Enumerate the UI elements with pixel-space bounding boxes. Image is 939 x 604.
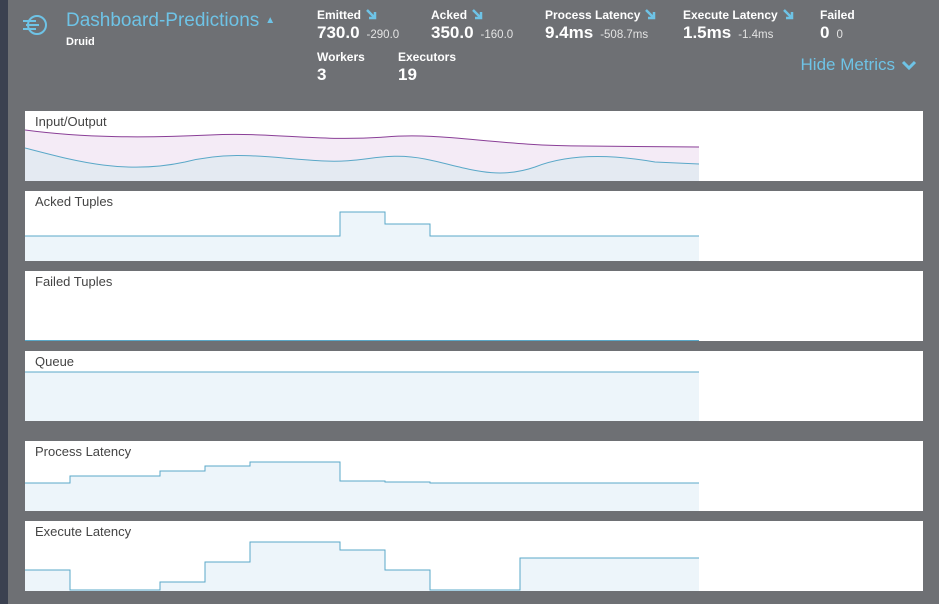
chart-acked-tuples: Acked Tuples [25, 191, 923, 261]
process-latency-line [25, 461, 699, 484]
metric-execute-latency: Execute Latency 1.5ms -1.4ms [683, 8, 795, 43]
chart-execute-latency: Execute Latency [25, 521, 923, 591]
hide-metrics-button[interactable]: Hide Metrics [801, 55, 917, 75]
topology-header: Dashboard-Predictions ▲ Druid Emitted 730… [8, 0, 939, 104]
process-latency-area [25, 462, 699, 511]
input-output-plot [25, 129, 700, 181]
metric-acked-label: Acked [431, 8, 468, 22]
metric-execute-latency-value: 1.5ms [683, 23, 732, 42]
metric-process-latency-delta: -508.7ms [600, 29, 649, 41]
chart-title: Process Latency [35, 444, 132, 459]
chart-title: Acked Tuples [35, 194, 114, 209]
arrow-down-right-icon [366, 9, 377, 20]
metric-execute-latency-label: Execute Latency [683, 8, 778, 22]
caret-up-icon: ▲ [265, 15, 276, 26]
input-area [25, 148, 699, 181]
output-line [25, 129, 700, 148]
chart-title: Queue [35, 354, 75, 369]
metric-executors: Executors 19 [398, 50, 456, 85]
metric-workers-label: Workers [317, 50, 365, 64]
metric-emitted: Emitted 730.0 -290.0 [317, 8, 399, 43]
acked-tuples-plot [25, 211, 699, 261]
metric-execute-latency-delta: -1.4ms [738, 29, 774, 41]
metric-executors-label: Executors [398, 50, 457, 64]
metric-process-latency-value: 9.4ms [545, 23, 594, 42]
metric-workers-value: 3 [317, 65, 327, 84]
execute-latency-line [25, 541, 699, 591]
failed-tuples-plot [25, 340, 699, 341]
execute-latency-area [25, 542, 699, 591]
topology-subtitle: Druid [66, 36, 95, 48]
storm-logo-icon [23, 15, 47, 35]
metric-executors-value: 19 [398, 65, 417, 84]
metric-acked: Acked 350.0 -160.0 [431, 8, 513, 43]
chart-title: Execute Latency [35, 524, 132, 539]
metric-process-latency-label: Process Latency [545, 8, 641, 22]
queue-plot [25, 371, 699, 421]
chart-process-latency: Process Latency [25, 441, 923, 511]
arrow-down-right-icon [472, 9, 483, 20]
acked-area [25, 212, 699, 261]
execute-latency-plot [25, 541, 699, 591]
left-sidebar-strip [0, 0, 8, 604]
hide-metrics-label: Hide Metrics [800, 55, 895, 74]
chevron-down-icon [901, 60, 917, 70]
metric-acked-value: 350.0 [431, 23, 474, 42]
metric-failed-value: 0 [820, 23, 830, 42]
acked-line [25, 211, 699, 237]
metric-emitted-delta: -290.0 [366, 29, 400, 41]
chart-input-output: Input/Output [25, 111, 923, 181]
chart-queue: Queue [25, 351, 923, 421]
input-line [25, 147, 700, 174]
queue-area [25, 372, 699, 421]
process-latency-plot [25, 461, 699, 511]
metric-emitted-label: Emitted [317, 8, 362, 22]
metric-failed-label: Failed [820, 8, 855, 22]
metric-emitted-value: 730.0 [317, 23, 360, 42]
metric-acked-delta: -160.0 [480, 29, 514, 41]
chart-title: Input/Output [35, 114, 107, 129]
arrow-down-right-icon [782, 9, 793, 20]
metric-process-latency: Process Latency 9.4ms -508.7ms [545, 8, 657, 43]
arrow-down-right-icon [645, 9, 656, 20]
metric-failed-delta: 0 [836, 29, 843, 41]
chart-title: Failed Tuples [35, 274, 113, 289]
topology-title[interactable]: Dashboard-Predictions ▲ [66, 10, 275, 32]
metric-workers: Workers 3 [317, 50, 365, 85]
topology-name: Dashboard-Predictions [66, 10, 260, 31]
chart-failed-tuples: Failed Tuples [25, 271, 923, 341]
